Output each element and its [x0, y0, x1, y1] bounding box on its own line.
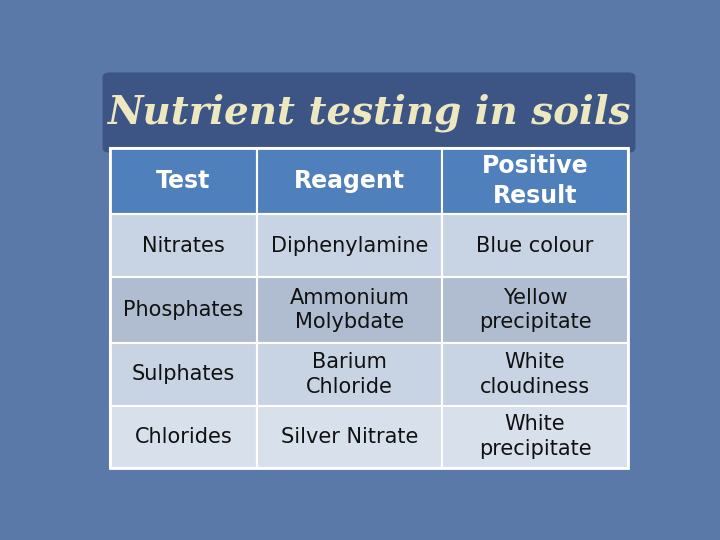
Bar — [441, 406, 629, 468]
Bar — [258, 343, 441, 406]
FancyBboxPatch shape — [101, 71, 637, 154]
Bar — [258, 214, 441, 276]
Text: Blue colour: Blue colour — [477, 235, 594, 255]
Bar — [109, 148, 258, 214]
Bar — [109, 406, 258, 468]
Text: Nitrates: Nitrates — [142, 235, 225, 255]
Text: Yellow
precipitate: Yellow precipitate — [479, 288, 591, 333]
Text: Silver Nitrate: Silver Nitrate — [281, 427, 418, 447]
Text: Nutrient testing in soils: Nutrient testing in soils — [107, 93, 631, 132]
Bar — [441, 214, 629, 276]
Text: Chlorides: Chlorides — [135, 427, 233, 447]
Bar — [441, 148, 629, 214]
Bar — [441, 343, 629, 406]
Text: Sulphates: Sulphates — [132, 364, 235, 384]
Bar — [258, 148, 441, 214]
Bar — [441, 276, 629, 343]
Text: Phosphates: Phosphates — [123, 300, 243, 320]
Bar — [258, 276, 441, 343]
Bar — [109, 276, 258, 343]
Text: Ammonium
Molybdate: Ammonium Molybdate — [289, 288, 410, 333]
Bar — [258, 406, 441, 468]
Bar — [109, 214, 258, 276]
Text: White
cloudiness: White cloudiness — [480, 352, 590, 397]
Text: Barium
Chloride: Barium Chloride — [306, 352, 393, 397]
Text: White
precipitate: White precipitate — [479, 415, 591, 460]
Text: Reagent: Reagent — [294, 169, 405, 193]
Text: Positive
Result: Positive Result — [482, 154, 588, 208]
Bar — [109, 343, 258, 406]
FancyBboxPatch shape — [96, 68, 642, 478]
Text: Diphenylamine: Diphenylamine — [271, 235, 428, 255]
Text: Test: Test — [156, 169, 211, 193]
Bar — [109, 148, 629, 468]
